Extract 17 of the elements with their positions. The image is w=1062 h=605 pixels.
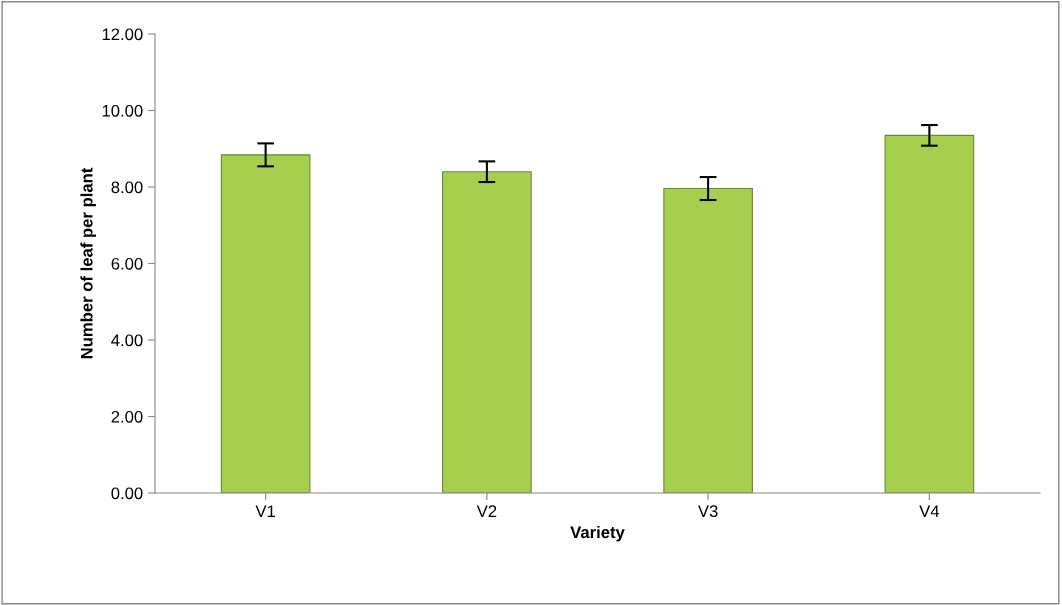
bar — [663, 187, 753, 493]
x-tick-label: V4 — [919, 505, 940, 517]
bar — [884, 134, 975, 493]
x-tick-label: V3 — [698, 505, 718, 518]
y-tick-label: 4.00 — [111, 334, 143, 347]
y-tick-label: 6.00 — [111, 257, 143, 270]
x-axis-title: Variety — [570, 525, 625, 542]
y-tick-label: 8.00 — [111, 181, 143, 194]
x-tick-label: V2 — [476, 505, 497, 517]
y-axis-title: Number of leaf per plant — [80, 167, 96, 359]
y-tick-label: 12.00 — [102, 28, 143, 41]
y-tick-label: 10.00 — [102, 104, 143, 117]
y-tick-label: 0.00 — [111, 487, 143, 500]
bar — [220, 154, 311, 493]
x-tick-label: V1 — [255, 505, 275, 517]
bar — [442, 171, 532, 493]
y-tick-label: 2.00 — [111, 410, 143, 423]
